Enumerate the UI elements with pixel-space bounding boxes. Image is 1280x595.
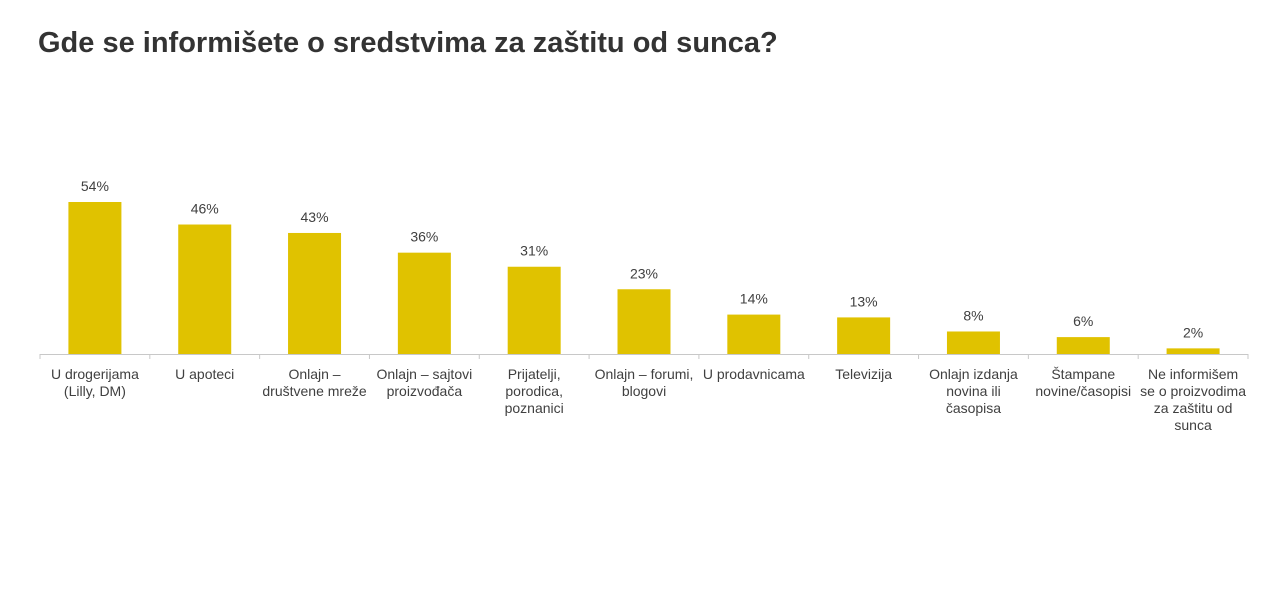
data-label: 46% — [191, 201, 219, 217]
data-label: 13% — [850, 293, 878, 309]
x-tick-label: Štampane novine/časopisi — [1035, 366, 1132, 399]
x-tick-label: Onlajn – društvene mreže — [262, 366, 367, 399]
x-tick-label: Onlajn izdanja novina ili časopisa — [929, 366, 1018, 416]
data-label: 8% — [963, 307, 983, 323]
bar — [68, 202, 122, 354]
data-label: 54% — [81, 178, 109, 194]
bar — [727, 314, 781, 354]
x-tick-label: U prodavnicama — [702, 366, 805, 382]
x-tick-label: Onlajn – forumi, blogovi — [594, 366, 694, 399]
data-label: 14% — [740, 291, 768, 307]
bar — [1056, 337, 1110, 354]
x-tick-label: Ne informišem se o proizvodima za zaštit… — [1140, 366, 1246, 433]
x-tick-label: U drogerijama (Lilly, DM) — [50, 366, 139, 399]
data-label: 36% — [410, 229, 438, 245]
bar — [946, 331, 1000, 354]
data-label: 23% — [630, 265, 658, 281]
bar — [397, 252, 451, 354]
x-tick-label: Onlajn – sajtovi proizvođača — [376, 366, 473, 399]
bar — [617, 289, 671, 354]
data-label: 31% — [520, 243, 548, 259]
chart-title: Gde se informišete o sredstvima za zašti… — [38, 27, 778, 59]
data-label: 6% — [1073, 313, 1093, 329]
data-label: 2% — [1183, 324, 1203, 340]
bar — [837, 317, 891, 354]
bar — [507, 266, 561, 354]
bar — [1166, 348, 1220, 354]
bar — [288, 232, 342, 354]
x-tick-label: Prijatelji, porodica, poznanici — [504, 366, 564, 416]
x-tick-label: Televizija — [835, 366, 893, 382]
bar — [178, 224, 232, 354]
data-label: 43% — [301, 209, 329, 225]
x-tick-label: U apoteci — [175, 366, 235, 382]
